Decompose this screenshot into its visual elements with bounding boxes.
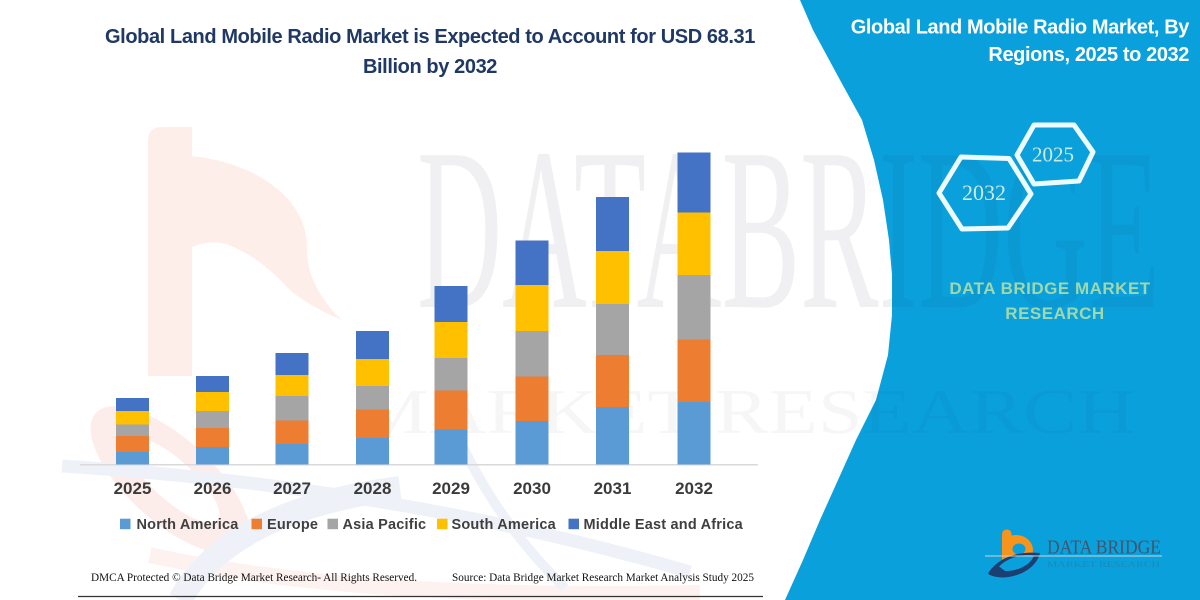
svg-text:2032: 2032 [962, 180, 1006, 205]
svg-text:DATABRIDGE: DATABRIDGE [417, 101, 1160, 358]
svg-text:Europe: Europe [267, 517, 318, 533]
svg-text:Middle East and Africa: Middle East and Africa [584, 517, 744, 533]
svg-text:2026: 2026 [194, 479, 232, 498]
svg-text:2027: 2027 [273, 479, 311, 498]
svg-text:North America: North America [137, 517, 240, 533]
svg-text:DATA BRIDGE: DATA BRIDGE [1047, 537, 1161, 559]
svg-text:2032: 2032 [675, 479, 713, 498]
svg-text:2029: 2029 [432, 479, 470, 498]
svg-text:RESEARCH: RESEARCH [1005, 304, 1104, 323]
svg-text:South America: South America [452, 517, 557, 533]
svg-text:Global Land Mobile Radio Marke: Global Land Mobile Radio Market is Expec… [105, 26, 755, 48]
svg-text:Regions, 2025 to 2032: Regions, 2025 to 2032 [988, 44, 1189, 66]
svg-text:Billion by 2032: Billion by 2032 [363, 56, 497, 78]
svg-text:DMCA Protected © Data Bridge M: DMCA Protected © Data Bridge Market Rese… [91, 570, 417, 584]
svg-text:2025: 2025 [114, 479, 152, 498]
svg-text:2031: 2031 [594, 479, 632, 498]
svg-text:DATA BRIDGE MARKET: DATA BRIDGE MARKET [949, 279, 1150, 298]
svg-text:MARKET RESEARCH: MARKET RESEARCH [1047, 559, 1160, 569]
svg-text:2028: 2028 [354, 479, 392, 498]
svg-text:Global Land Mobile Radio Marke: Global Land Mobile Radio Market, By [851, 17, 1191, 39]
svg-text:Asia Pacific: Asia Pacific [343, 517, 427, 533]
svg-text:2025: 2025 [1032, 143, 1074, 167]
svg-text:Source: Data Bridge Market Res: Source: Data Bridge Market Research Mark… [452, 570, 754, 584]
svg-text:2030: 2030 [513, 479, 551, 498]
